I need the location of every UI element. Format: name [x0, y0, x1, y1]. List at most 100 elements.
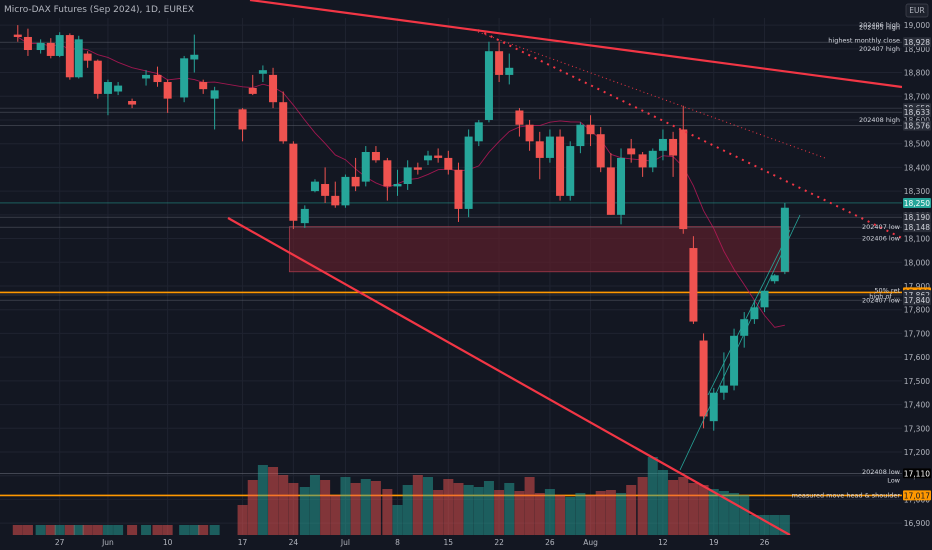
candle-body [423, 155, 432, 161]
x-tick-label: 15 [444, 538, 454, 547]
candle-body [760, 290, 769, 308]
candle-body [258, 70, 267, 74]
volume-bar [749, 515, 760, 535]
volume-bar [668, 480, 679, 535]
volume-bar [268, 467, 279, 535]
price-tag-bg [903, 468, 931, 479]
volume-bar [382, 489, 393, 535]
y-tick-label: 18,100 [904, 235, 930, 244]
candle-body [679, 129, 688, 230]
y-tick-label: 17,400 [904, 401, 930, 410]
candle-body [393, 184, 402, 187]
currency-badge[interactable]: EUR [905, 3, 929, 18]
price-tag-label: 18,633 [904, 108, 930, 117]
volume-bar [688, 483, 699, 535]
volume-bar [647, 457, 658, 535]
xaxis-background [0, 535, 932, 550]
candle-body [238, 109, 247, 130]
price-tag: 17,110 [903, 468, 931, 479]
price-tag: 18,633 [903, 107, 931, 118]
candle-body [617, 157, 626, 215]
x-tick-label: 24 [289, 538, 299, 547]
volume-bar [340, 477, 351, 535]
x-tick-label: 8 [395, 538, 400, 547]
price-tag-bg [903, 490, 931, 501]
y-tick-label: 17,900 [904, 282, 930, 291]
candle-body [361, 151, 370, 182]
y-tick-label: 17,800 [904, 306, 930, 315]
y-tick-label: 18,300 [904, 187, 930, 196]
volume-bar [729, 493, 740, 535]
volume-bar [360, 479, 371, 535]
y-tick-label: 18,400 [904, 163, 930, 172]
volume-bar [708, 489, 719, 535]
candle-body [576, 124, 585, 147]
y-tick-label: 19,000 [904, 21, 930, 30]
price-tag-label: 17,110 [904, 469, 930, 478]
price-tag-bg [903, 120, 931, 131]
candle-body [709, 392, 718, 422]
candle-body [505, 67, 514, 75]
y-tick-label: 18,600 [904, 116, 930, 125]
candle-body [93, 60, 102, 94]
y-tick-label: 18,900 [904, 45, 930, 54]
y-tick-label: 17,700 [904, 329, 930, 338]
x-tick-label: 12 [658, 538, 668, 547]
volume-bar [82, 525, 93, 535]
candle-body [474, 122, 483, 142]
candle-body [103, 82, 112, 94]
ma-line [17, 36, 785, 328]
level-label: 202406 high [859, 21, 900, 29]
candle-body [403, 167, 412, 185]
volume-bar [463, 485, 474, 535]
volume-bar [494, 490, 505, 535]
price-tag-bg [903, 37, 931, 48]
rising-support-2 [707, 229, 791, 396]
candles [13, 25, 789, 431]
volume-bar [412, 475, 423, 535]
trendlines [227, 0, 903, 536]
candle-body [627, 148, 636, 155]
candle-body [525, 124, 534, 142]
price-tag-bg [903, 295, 931, 306]
candle-body [74, 39, 83, 78]
price-tag-label: 17,017 [904, 491, 930, 500]
volume-bar [524, 477, 535, 535]
candle-body [279, 102, 288, 142]
level-label: high of ... [869, 293, 900, 301]
price-tag-bg [903, 212, 931, 223]
price-tag: 18,250 [903, 197, 931, 208]
y-tick-label: 18,000 [904, 258, 930, 267]
candle-body [464, 136, 473, 209]
volume-bar [453, 483, 464, 535]
price-tag-label: 18,190 [904, 213, 930, 222]
price-tag-bg [903, 107, 931, 118]
candle-body [180, 58, 189, 98]
candle-body [128, 101, 137, 105]
candle-body [142, 74, 151, 79]
x-tick-label: 10 [163, 538, 173, 547]
price-tag-label: 17,840 [904, 296, 930, 305]
volume-bar [565, 497, 576, 535]
price-tag-label: 18,576 [904, 122, 930, 131]
candle-body [495, 51, 504, 75]
x-tick-label: Aug [583, 538, 598, 547]
candle-body [269, 74, 278, 103]
candle-body [383, 160, 392, 187]
level-label: Low [887, 476, 900, 484]
candle-body [153, 74, 162, 83]
candle-body [606, 167, 615, 215]
volume-bar [320, 480, 331, 535]
candle-body [648, 150, 657, 168]
candle-body [750, 307, 759, 320]
candle-body [371, 151, 380, 161]
candle-body [770, 275, 779, 282]
y-tick-label: 18,700 [904, 92, 930, 101]
level-label: 202406 low [862, 235, 901, 243]
candle-body [658, 138, 667, 151]
volume-bar [473, 487, 484, 535]
volume-bar [392, 505, 403, 535]
x-tick-label: 22 [494, 538, 504, 547]
candle-body [689, 248, 698, 322]
